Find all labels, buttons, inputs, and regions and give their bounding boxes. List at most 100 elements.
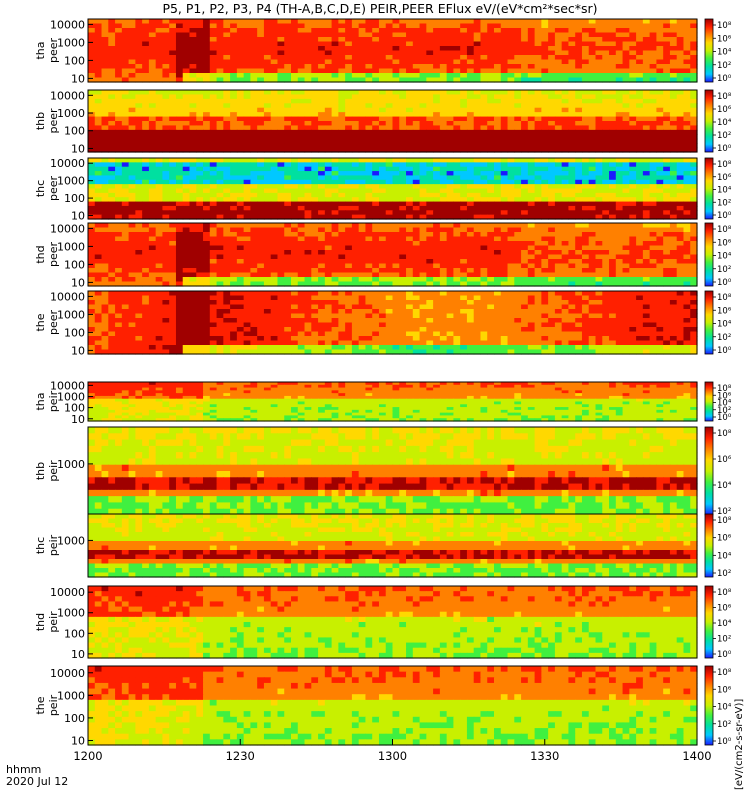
heatmap-cell xyxy=(263,245,272,251)
heatmap-cell xyxy=(676,32,685,38)
y-tick-label: 10 xyxy=(71,210,85,223)
heatmap-cell xyxy=(128,201,136,207)
heatmap-cell xyxy=(358,28,367,34)
heatmap-cell xyxy=(575,107,583,113)
heatmap-cell xyxy=(487,59,495,65)
heatmap-cell xyxy=(690,134,698,140)
heatmap-cell xyxy=(419,64,427,70)
heatmap-cell xyxy=(331,214,339,220)
heatmap-cell xyxy=(250,210,258,216)
heatmap-cell xyxy=(162,179,170,185)
heatmap-cell xyxy=(406,210,414,216)
heatmap-cell xyxy=(243,125,251,131)
heatmap-cell xyxy=(581,98,590,104)
heatmap-cell xyxy=(473,116,482,122)
heatmap-cell xyxy=(480,171,488,177)
heatmap-cell xyxy=(277,214,285,220)
heatmap-cell xyxy=(250,236,258,242)
heatmap-cell xyxy=(636,23,644,29)
heatmap-cell xyxy=(426,103,434,109)
heatmap-cell xyxy=(473,50,482,56)
heatmap-cell xyxy=(324,50,333,56)
heatmap-cell xyxy=(121,268,130,274)
heatmap-cell xyxy=(351,125,360,131)
heatmap-cell xyxy=(175,223,184,229)
heatmap-cell xyxy=(230,232,238,238)
heatmap-cell xyxy=(514,112,522,118)
heatmap-cell xyxy=(683,162,691,168)
heatmap-cell xyxy=(338,272,346,278)
heatmap-cell xyxy=(487,214,495,220)
heatmap-cell xyxy=(656,107,664,113)
heatmap-cell xyxy=(392,116,400,122)
heatmap-cell xyxy=(676,192,685,198)
heatmap-cell xyxy=(169,41,177,47)
heatmap-cell xyxy=(304,94,312,100)
heatmap-cell xyxy=(175,129,184,135)
heatmap-cell xyxy=(331,129,339,135)
heatmap-cell xyxy=(473,46,482,52)
heatmap-cell xyxy=(433,241,441,247)
heatmap-cell xyxy=(284,59,292,65)
heatmap-cell xyxy=(385,59,394,65)
heatmap-cell xyxy=(446,50,454,56)
heatmap-cell xyxy=(196,188,204,194)
heatmap-cell xyxy=(230,125,238,131)
heatmap-cell xyxy=(439,121,448,127)
heatmap-cell xyxy=(568,94,576,100)
heatmap-cell xyxy=(514,73,522,79)
heatmap-cell xyxy=(521,59,529,65)
heatmap-cell xyxy=(399,37,407,43)
heatmap-cell xyxy=(189,259,197,265)
heatmap-cell xyxy=(595,143,603,149)
heatmap-cell xyxy=(351,121,360,127)
heatmap-cell xyxy=(480,166,488,172)
heatmap-cell xyxy=(378,223,387,229)
heatmap-cell xyxy=(636,254,644,260)
heatmap-cell xyxy=(690,254,698,260)
heatmap-cell xyxy=(446,112,454,118)
heatmap-cell xyxy=(304,129,312,135)
heatmap-cell xyxy=(94,158,103,163)
heatmap-cell xyxy=(385,134,394,140)
heatmap-cell xyxy=(406,129,414,135)
heatmap-cell xyxy=(622,214,630,220)
heatmap-cell xyxy=(223,77,231,83)
heatmap-cell xyxy=(155,112,164,118)
heatmap-cell xyxy=(568,125,576,131)
heatmap-cell xyxy=(534,103,542,109)
heatmap-cell xyxy=(365,259,373,265)
heatmap-cell xyxy=(426,37,434,43)
heatmap-cell xyxy=(94,46,103,52)
heatmap-cell xyxy=(209,121,218,127)
heatmap-cell xyxy=(365,77,373,83)
heatmap-cell xyxy=(629,162,637,168)
heatmap-cell xyxy=(575,73,583,79)
heatmap-cell xyxy=(690,46,698,52)
heatmap-cell xyxy=(331,64,339,70)
heatmap-cell xyxy=(676,147,685,153)
heatmap-cell xyxy=(460,205,468,211)
heatmap-cell xyxy=(263,188,272,194)
heatmap-cell xyxy=(223,201,231,207)
heatmap-cell xyxy=(507,175,515,181)
heatmap-cell xyxy=(304,98,312,104)
heatmap-cell xyxy=(636,90,644,96)
heatmap-cell xyxy=(487,188,495,194)
heatmap-cell xyxy=(291,28,299,34)
heatmap-cell xyxy=(406,205,414,211)
heatmap-cell xyxy=(669,112,678,118)
heatmap-cell xyxy=(304,125,312,131)
heatmap-cell xyxy=(439,205,448,211)
heatmap-cell xyxy=(243,188,251,194)
heatmap-cell xyxy=(358,125,367,131)
heatmap-cell xyxy=(94,134,103,140)
heatmap-cell xyxy=(94,103,103,109)
heatmap-cell xyxy=(460,37,468,43)
heatmap-cell xyxy=(521,158,529,163)
heatmap-cell xyxy=(609,90,617,96)
heatmap-cell xyxy=(412,129,421,135)
heatmap-cell xyxy=(196,125,204,131)
heatmap-cell xyxy=(351,197,360,203)
heatmap-cell xyxy=(175,241,184,247)
